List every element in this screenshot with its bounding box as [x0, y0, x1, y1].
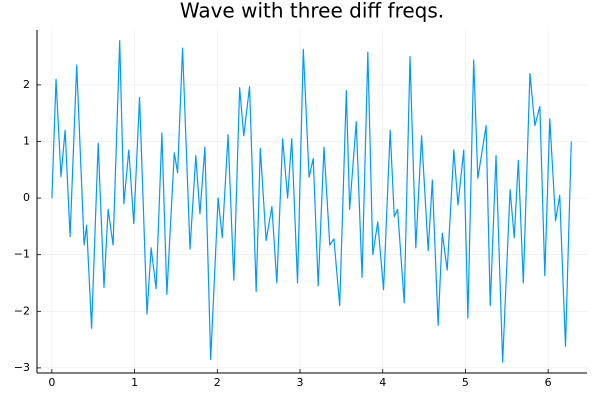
chart-title: Wave with three diff freqs. [180, 0, 444, 23]
x-tick-label: 0 [48, 376, 55, 389]
x-tick-label: 2 [214, 376, 221, 389]
x-tick-label: 3 [297, 376, 304, 389]
x-tick-label: 4 [379, 376, 386, 389]
y-tick-label: −2 [14, 304, 30, 317]
y-tick-label: 1 [23, 135, 30, 148]
x-tick-label: 6 [545, 376, 552, 389]
x-tick-label: 1 [131, 376, 138, 389]
data-line [51, 40, 572, 363]
x-tick-label: 5 [462, 376, 469, 389]
y-tick-label: −3 [14, 361, 30, 374]
y-tick-label: 2 [23, 78, 30, 91]
y-tick-label: −1 [14, 248, 30, 261]
y-tick-label: 0 [23, 191, 30, 204]
